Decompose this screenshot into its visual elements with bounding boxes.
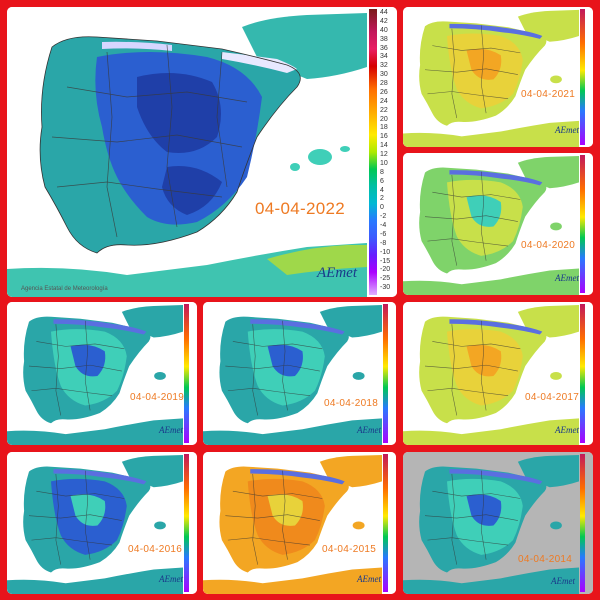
legend-tick: -8 xyxy=(380,239,387,247)
temperature-map-2018 xyxy=(203,302,396,445)
legend-tick: 6 xyxy=(380,177,384,185)
legend-tick: 14 xyxy=(380,142,388,150)
date-label-2018: 04-04-2018 xyxy=(324,398,379,409)
aemet-logo-2019: AEmet xyxy=(159,425,183,435)
legend-tick: 24 xyxy=(380,97,388,105)
temperature-map-2014 xyxy=(403,452,593,594)
aemet-logo-2021: AEmet xyxy=(555,125,579,135)
map-panel-2016: 04-04-2016 AEmet xyxy=(7,452,197,594)
date-label-2021: 04-04-2021 xyxy=(521,89,576,100)
temperature-map-2021 xyxy=(403,7,593,147)
temperature-map-2017 xyxy=(403,302,593,445)
legend-tick: 8 xyxy=(380,168,384,176)
aemet-logo: AEmet xyxy=(317,265,357,281)
aemet-logo-2018: AEmet xyxy=(357,425,381,435)
legend-tick: 38 xyxy=(380,35,388,43)
temperature-map-2015 xyxy=(203,452,396,594)
legend-tick: 16 xyxy=(380,133,388,141)
temperature-scale xyxy=(369,9,377,295)
legend-tick: 34 xyxy=(380,53,388,61)
temperature-map-2020 xyxy=(403,153,593,295)
aemet-logo-2017: AEmet xyxy=(555,425,579,435)
legend-tick: 4 xyxy=(380,186,384,194)
legend-tick: 10 xyxy=(380,159,388,167)
legend-tick: -2 xyxy=(380,213,387,221)
date-label-2019: 04-04-2019 xyxy=(130,392,185,403)
date-label-2015: 04-04-2015 xyxy=(322,544,377,555)
temperature-map-2022 xyxy=(7,7,397,297)
temperature-map-2016 xyxy=(7,452,197,594)
legend-tick: 36 xyxy=(380,44,388,52)
aemet-logo-2014: AEmet xyxy=(551,576,575,586)
legend-tick: 44 xyxy=(380,9,388,16)
map-panel-2017: 04-04-2017 AEmet xyxy=(403,302,593,445)
legend-tick: 12 xyxy=(380,151,388,158)
legend-tick: 20 xyxy=(380,115,388,123)
legend-tick: 22 xyxy=(380,106,388,114)
legend-tick: 26 xyxy=(380,88,388,96)
date-label-2016: 04-04-2016 xyxy=(128,544,183,555)
legend-tick: -30 xyxy=(380,284,391,292)
legend-tick: 42 xyxy=(380,17,388,25)
date-label-2020: 04-04-2020 xyxy=(521,240,576,251)
legend-tick: -15 xyxy=(380,257,391,265)
legend-tick: -4 xyxy=(380,222,387,229)
date-label-2014: 04-04-2014 xyxy=(518,554,573,565)
map-panel-2020: 04-04-2020 AEmet xyxy=(403,153,593,295)
temperature-map-2019 xyxy=(7,302,197,445)
map-panel-2021: 04-04-2021 AEmet xyxy=(403,7,593,147)
map-panel-2014: 04-04-2014 AEmet xyxy=(403,452,593,594)
map-panel-2018: 04-04-2018 AEmet xyxy=(203,302,396,445)
legend-tick: 32 xyxy=(380,62,388,70)
agency-label: Agencia Estatal de Meteorología xyxy=(21,286,108,292)
legend-tick: -25 xyxy=(380,275,391,283)
aemet-logo-2016: AEmet xyxy=(159,574,183,584)
map-panel-2022: 04-04-2022 AEmet Agencia Estatal de Mete… xyxy=(7,7,397,297)
legend-tick: -6 xyxy=(380,230,387,238)
legend-tick: -20 xyxy=(380,266,391,274)
legend-tick: 18 xyxy=(380,124,388,132)
aemet-logo-2020: AEmet xyxy=(555,273,579,283)
date-label-2022: 04-04-2022 xyxy=(255,199,345,218)
legend-tick: 2 xyxy=(380,195,384,203)
date-label-2017: 04-04-2017 xyxy=(525,392,580,403)
legend-tick: 0 xyxy=(380,204,384,212)
map-panel-2015: 04-04-2015 AEmet xyxy=(203,452,396,594)
legend-tick: 40 xyxy=(380,26,388,34)
map-panel-2019: 04-04-2019 AEmet xyxy=(7,302,197,445)
legend-tick: 28 xyxy=(380,80,388,87)
aemet-logo-2015: AEmet xyxy=(357,574,381,584)
legend-tick: -10 xyxy=(380,248,391,256)
legend-tick: 30 xyxy=(380,71,388,79)
